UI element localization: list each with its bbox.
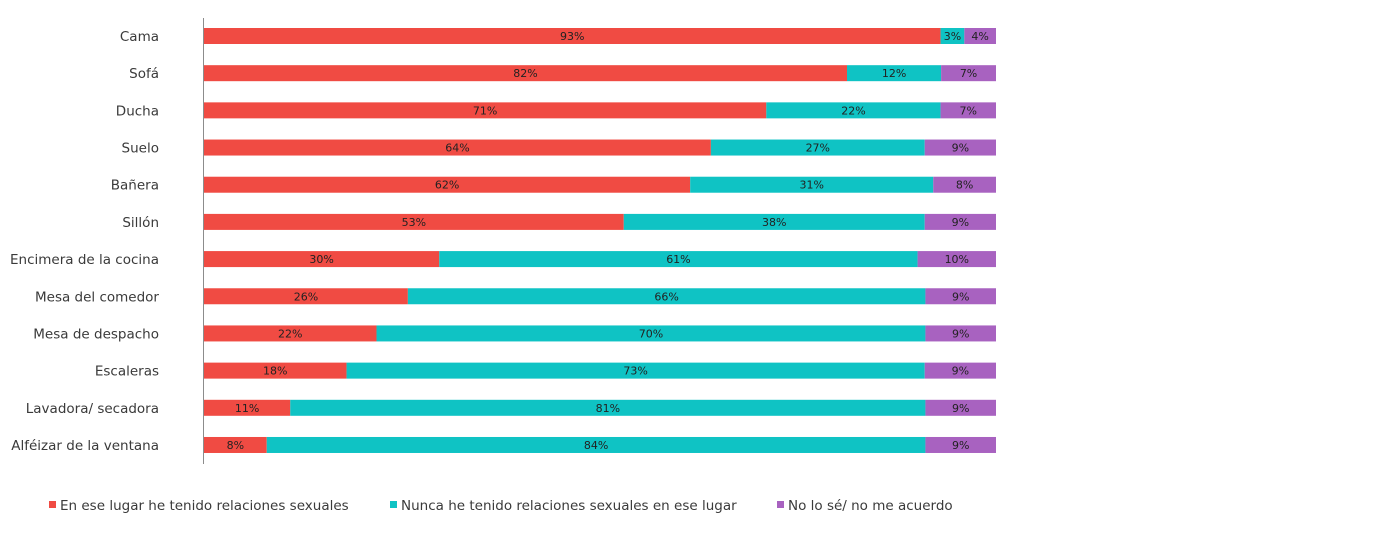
data-label: 7% [960,104,977,117]
bar-segment-series-3 [924,213,996,230]
bar-segment-series-3 [925,288,996,305]
data-label: 31% [799,179,823,192]
data-label: 81% [596,402,620,415]
bar-segment-series-2 [623,213,925,230]
data-label: 61% [666,253,690,266]
bar-segment-series-1 [204,65,848,82]
bar-segment-series-2 [439,251,918,268]
category-label: Cama [120,29,159,45]
bar-segment-series-2 [290,399,926,416]
category-label: Escaleras [95,364,159,380]
bar-segment-series-3 [924,362,996,379]
data-label: 7% [960,67,977,80]
bar-segment-series-3 [940,102,996,119]
bar-segment-series-2 [346,362,925,379]
data-label: 53% [402,216,426,229]
legend-swatch-series-1 [49,501,56,508]
data-label: 71% [473,104,497,117]
bar-segment-series-1 [204,102,767,119]
bar-segment-series-2 [847,65,942,82]
data-label: 10% [945,253,969,266]
data-label: 30% [309,253,333,266]
category-label: Lavadora/ secadora [26,401,159,417]
data-label: 9% [952,216,969,229]
category-label: Alféizar de la ventana [11,438,159,454]
data-label: 9% [952,290,969,303]
data-label: 8% [956,179,973,192]
data-label: 4% [971,30,988,43]
data-label: 27% [806,142,830,155]
data-label: 93% [560,30,584,43]
bar-segment-series-2 [376,325,926,342]
data-label: 62% [435,179,459,192]
data-label: 66% [654,290,678,303]
data-label: 11% [235,402,259,415]
category-label: Sillón [122,215,159,231]
data-label: 9% [952,439,969,452]
bar-segment-series-3 [924,139,996,156]
labels-layer: Cama 93% 3% 4% Sofá 82% 12% 7% Ducha 71% 22% 7% Suel… [10,29,989,454]
bar-segment-series-3 [964,28,996,44]
bar-segment-series-2 [690,176,934,193]
data-label: 26% [294,290,318,303]
legend-swatch-series-2 [390,501,397,508]
data-label: 73% [623,365,647,378]
bar-segment-series-1 [204,362,347,379]
bar-segment-series-3 [917,251,996,268]
data-label: 82% [513,67,537,80]
bar-segment-series-3 [925,325,996,342]
bar-segment-series-3 [933,176,996,193]
data-label: 18% [263,365,287,378]
bar-segment-series-2 [710,139,925,156]
data-label: 9% [952,142,969,155]
bar-segment-series-3 [925,436,996,453]
bar-segment-series-2 [940,28,965,44]
data-label: 84% [584,439,608,452]
bar-segment-series-1 [204,213,624,230]
bar-segment-series-2 [266,436,926,453]
data-label: 9% [952,402,969,415]
category-label: Encimera de la cocina [10,252,159,268]
data-label: 3% [944,30,961,43]
data-label: 70% [639,327,663,340]
data-label: 64% [445,142,469,155]
data-label: 38% [762,216,786,229]
bars-layer [204,28,996,453]
bar-segment-series-1 [204,325,377,342]
legend: En ese lugar he tenido relaciones sexual… [49,498,953,514]
data-label: 9% [952,365,969,378]
bar-segment-series-3 [925,399,996,416]
bar-segment-series-1 [204,139,711,156]
category-label: Suelo [122,141,159,157]
bar-segment-series-3 [941,65,996,82]
data-label: 12% [882,67,906,80]
data-label: 22% [278,327,302,340]
data-label: 9% [952,327,969,340]
bar-segment-series-2 [407,288,926,305]
bar-segment-series-1 [204,399,291,416]
category-label: Mesa de despacho [33,326,159,342]
data-label: 8% [227,439,244,452]
legend-label-series-2: Nunca he tenido relaciones sexuales en e… [401,498,737,514]
bar-segment-series-1 [204,176,691,193]
data-label: 22% [841,104,865,117]
category-label: Bañera [111,178,159,194]
bar-segment-series-2 [766,102,941,119]
bar-segment-series-1 [204,251,440,268]
category-label: Sofá [129,66,159,82]
legend-label-series-3: No lo sé/ no me acuerdo [788,498,953,514]
legend-label-series-1: En ese lugar he tenido relaciones sexual… [60,498,349,514]
bar-segment-series-1 [204,436,267,453]
bar-segment-series-1 [204,288,408,305]
legend-swatch-series-3 [777,501,784,508]
category-label: Mesa del comedor [35,289,159,305]
category-label: Ducha [116,103,159,119]
bar-segment-series-1 [204,28,941,44]
